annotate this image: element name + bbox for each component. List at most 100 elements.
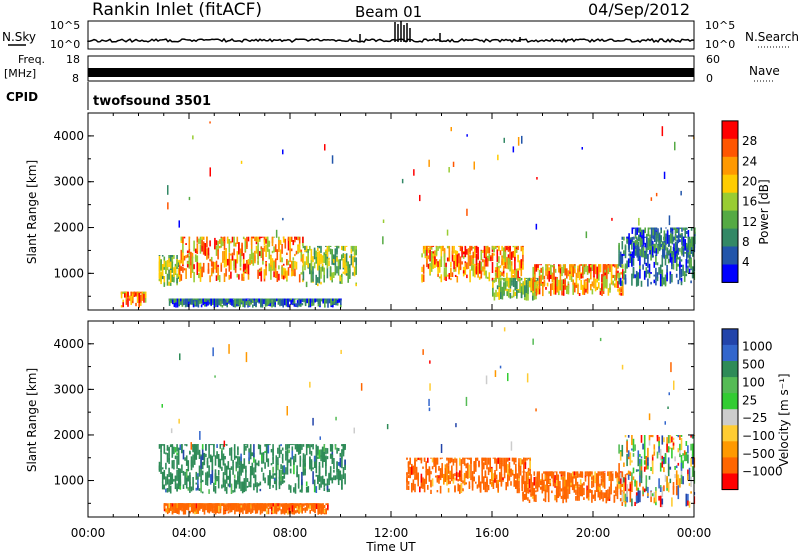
echo-stroke xyxy=(527,471,529,483)
echo-stroke xyxy=(454,477,456,481)
echo-stroke xyxy=(287,503,289,508)
echo-stroke xyxy=(524,457,527,465)
echo-point xyxy=(422,349,424,355)
echo-stroke xyxy=(527,497,529,501)
echo-stroke xyxy=(691,453,694,465)
echo-stroke xyxy=(191,252,194,259)
echo-stroke xyxy=(171,274,174,282)
echo-stroke xyxy=(528,471,531,473)
echo-stroke xyxy=(599,288,602,292)
echo-stroke xyxy=(627,488,630,492)
echo-point xyxy=(275,229,278,238)
echo-stroke xyxy=(272,473,274,479)
echo-stroke xyxy=(457,479,459,482)
echo-stroke xyxy=(655,253,658,256)
echo-stroke xyxy=(454,457,456,459)
echo-stroke xyxy=(422,480,424,487)
echo-stroke xyxy=(278,265,280,270)
echo-stroke xyxy=(254,459,257,468)
echo-stroke xyxy=(300,272,303,275)
echo-stroke xyxy=(675,243,678,257)
echo-stroke xyxy=(535,264,538,268)
echo-stroke xyxy=(204,301,206,305)
echo-stroke xyxy=(688,467,691,480)
echo-stroke xyxy=(289,248,291,252)
echo-stroke xyxy=(565,489,568,503)
echo-stroke xyxy=(321,450,324,459)
echo-stroke xyxy=(687,474,689,481)
echo-stroke xyxy=(692,245,694,251)
echo-stroke xyxy=(456,276,459,283)
echo-stroke xyxy=(585,279,587,282)
echo-stroke xyxy=(592,475,595,488)
echo-stroke xyxy=(661,458,664,462)
echo-stroke xyxy=(656,272,659,279)
echo-stroke xyxy=(445,262,447,268)
echo-stroke xyxy=(295,261,298,270)
echo-stroke xyxy=(659,462,662,472)
echo-stroke xyxy=(281,257,283,263)
echo-stroke xyxy=(232,461,234,467)
echo-stroke xyxy=(271,258,274,270)
echo-stroke xyxy=(240,463,242,476)
echo-stroke xyxy=(643,466,646,472)
echo-stroke xyxy=(653,274,656,277)
echo-stroke xyxy=(189,450,191,455)
echo-stroke xyxy=(254,475,257,488)
echo-point xyxy=(319,436,321,440)
echo-stroke xyxy=(690,268,692,271)
echo-stroke xyxy=(632,467,635,474)
velocity-colorbar-label: Velocity [m s⁻¹] xyxy=(777,373,791,466)
echo-stroke xyxy=(564,279,566,290)
echo-stroke xyxy=(462,457,464,464)
echo-stroke xyxy=(687,259,689,264)
echo-stroke xyxy=(254,503,257,505)
echo-stroke xyxy=(294,483,297,494)
echo-stroke xyxy=(235,461,238,469)
echo-stroke xyxy=(304,245,306,250)
echo-stroke xyxy=(489,457,491,461)
nsky-tick-top: 10^5 xyxy=(50,19,80,32)
echo-stroke xyxy=(614,274,616,281)
echo-stroke xyxy=(296,503,299,506)
echo-stroke xyxy=(510,251,513,261)
echo-stroke xyxy=(289,236,291,244)
echo-stroke xyxy=(511,469,514,476)
echo-stroke xyxy=(512,277,515,280)
echo-stroke xyxy=(213,509,215,514)
echo-stroke xyxy=(634,274,636,279)
echo-stroke xyxy=(532,295,534,301)
echo-stroke xyxy=(250,298,252,301)
echo-stroke xyxy=(429,250,431,262)
echo-stroke xyxy=(680,462,683,471)
velocity-ylabel: Slant Range [km] xyxy=(25,368,39,472)
echo-stroke xyxy=(520,286,523,292)
echo-stroke xyxy=(215,300,217,304)
echo-stroke xyxy=(530,477,532,491)
echo-stroke xyxy=(576,481,579,485)
echo-stroke xyxy=(513,459,515,465)
echo-stroke xyxy=(627,435,630,438)
echo-stroke xyxy=(492,293,494,297)
echo-stroke xyxy=(678,228,680,242)
echo-stroke xyxy=(551,265,554,268)
echo-stroke xyxy=(451,465,453,475)
echo-stroke xyxy=(522,471,524,473)
echo-stroke xyxy=(652,244,654,247)
echo-stroke xyxy=(216,444,218,448)
echo-stroke xyxy=(621,280,624,287)
echo-stroke xyxy=(258,269,261,273)
echo-stroke xyxy=(295,303,297,307)
echo-stroke xyxy=(593,275,595,289)
echo-stroke xyxy=(690,476,692,488)
echo-stroke xyxy=(263,239,266,245)
echo-stroke xyxy=(315,250,317,257)
echo-stroke xyxy=(188,298,190,302)
echo-stroke xyxy=(492,480,495,485)
echo-point xyxy=(663,171,666,179)
echo-stroke xyxy=(591,471,593,475)
echo-stroke xyxy=(270,503,273,507)
echo-stroke xyxy=(555,477,558,487)
echo-stroke xyxy=(173,255,175,259)
echo-stroke xyxy=(317,283,319,287)
